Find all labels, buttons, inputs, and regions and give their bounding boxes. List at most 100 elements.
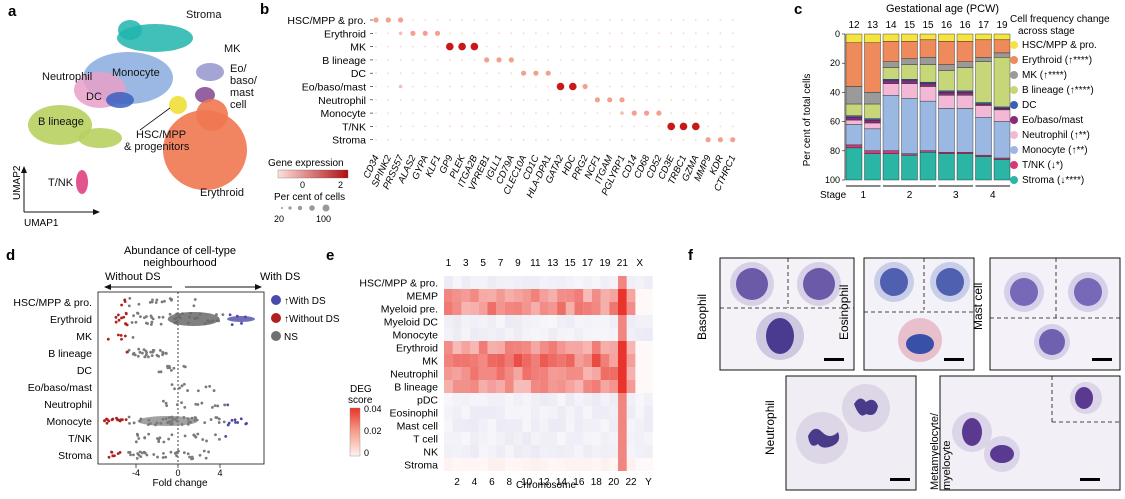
stack-bar-dc-8 [993,106,1011,109]
hm-cell-erythroid-22 [635,341,644,354]
swarm-point-stroma [110,450,113,454]
swarm-row-label-monocyte: Monocyte [46,416,92,428]
swarm-point-t-nk [201,438,205,441]
hm-cell-memp-20 [618,289,627,302]
hm-cell-neutrophil-5 [487,367,497,380]
dot-neutrophil-ncf1 [594,97,600,103]
swarm-row-label-stroma: Stroma [58,450,92,462]
dot-dc-vpreb1 [485,72,488,75]
swarm-point-stroma [204,456,208,460]
hm-cell-hsc-mpp-pro-13 [557,276,566,289]
dot-b-lineage-gata2 [559,59,562,61]
dot-dc-pglyrp1 [621,72,623,75]
swarm-point-erythroid [168,312,172,316]
dot-stroma-itga2b [473,138,476,141]
swarm-point-b-lineage [137,347,141,351]
dot-neutrophil-cd68 [645,98,648,101]
swarm-point-mk [120,337,123,341]
stack-xtick-1: 13 [867,20,879,31]
dot-mk-gypa [424,45,427,48]
dot-mk-cd3e [670,45,673,48]
stack-bar-b-lineage-7 [975,61,992,103]
hm-cell-myeloid-dc-23 [644,315,653,328]
hm-cell-stroma-20 [618,458,627,471]
hm-cell-mast-cell-3 [470,419,479,432]
dot-dc-gzma [694,72,697,75]
stack-bar-t-nk-0 [845,144,863,149]
dot-eo-baso-mast-alas2 [412,85,414,88]
hm-cell-mk-18 [600,354,610,367]
hm-cell-eosinophil-3 [470,406,479,419]
swarm-dense-monocyte [137,416,198,426]
swarm-point-b-lineage [158,349,162,352]
swarm-xtick-2: 4 [217,468,222,478]
hm-cell-monocyte-0 [444,328,453,341]
hm-cell-mast-cell-21 [626,419,636,432]
hm-cell-t-cell-6 [496,432,505,445]
stack-bar-monocyte-3 [901,98,918,154]
dot-b-lineage-itgam [608,59,611,61]
swarm-point-erythroid [142,316,146,320]
hm-cell-stroma-13 [557,458,566,471]
hm-xtop-13: 13 [547,258,559,269]
hm-cell-b-lineage-4 [478,380,488,393]
dot-b-lineage-gypa [424,59,427,61]
swarm-point-monocyte [217,417,221,421]
dot-monocyte-cd3e [670,112,673,114]
hm-cell-myeloid-pre-2 [461,302,471,315]
dot-eo-baso-mast-cd3e [670,85,673,88]
swarm-point-erythroid [144,321,148,325]
dot-dc-gypa [424,72,427,75]
hm-cell-b-lineage-5 [487,380,497,393]
hm-colorbar-tick-0: 0.04 [364,404,382,414]
hm-cell-mk-10 [531,354,540,367]
swarm-point-erythroid [150,315,153,319]
stack-xtick-3: 15 [904,20,916,31]
hm-cell-stroma-22 [635,458,644,471]
hm-cell-b-lineage-23 [644,380,653,393]
stack-legend-swatch-t-nk [1010,161,1018,169]
swarm-point-hsc-mpp-pro [128,297,132,300]
stack-bar-erythroid-5 [938,41,955,65]
dot-hsc-mpp-pro-gzma [694,19,697,21]
dot-monocyte-cd14 [631,110,637,116]
swarm-xlabel: Fold change [152,478,207,489]
hm-cell-neutrophil-20 [618,367,627,380]
umap-arrow-x [93,209,100,215]
dot-erythroid-cd52 [658,32,660,35]
dot-hsc-mpp-pro-igll1 [498,19,500,21]
dot-t-nk-spink2 [387,125,390,128]
hm-xtop-1: 1 [446,258,452,269]
hm-cell-b-lineage-18 [600,380,610,393]
hm-cell-myeloid-pre-0 [444,302,453,315]
dot-dc-gp9 [448,72,451,75]
dot-erythroid-prg2 [584,32,586,35]
dot-stroma-alas2 [412,138,414,141]
panel-b-dotplot: b HSC/MPP & pro. Erythroid MK B lineage DC Eo… [258,0,788,232]
hm-cell-mast-cell-20 [618,419,627,432]
dot-t-nk-kdr [719,125,722,128]
swarm-point-eo-baso-mast [208,384,212,388]
stack-bar-b-lineage-5 [938,70,955,92]
dot-b-lineage-igll1 [496,57,502,63]
dot-stroma-hdc [571,138,574,141]
swarm-point-erythroid [130,321,134,324]
swarm-point-stroma [162,451,165,455]
hm-cell-nk-1 [452,445,462,458]
swarm-point-hsc-mpp-pro [120,303,123,307]
hm-cell-memp-17 [591,289,601,302]
hm-cell-erythroid-6 [496,341,505,354]
hm-cell-t-cell-22 [635,432,645,445]
panel-c-stacked-bar: c Gestational age (PCW) Per cent of tota… [790,0,1125,232]
hm-cell-eosinophil-18 [600,406,610,419]
stack-bar-monocyte-6 [956,108,974,153]
swarm-legend-label-without-ds: ↑Without DS [284,314,340,325]
dot-stroma-gzma [694,138,697,141]
stack-bar-eo-baso-mast-6 [956,92,974,96]
stack-legend-label-erythroid: Erythroid (↑****) [1022,55,1092,66]
micrograph-mast-cell: Mast cell [971,257,1121,371]
hm-cell-myeloid-dc-18 [600,315,610,328]
dot-dc-itga2b [473,72,476,75]
dotplot-expr-legend-title: Gene expression [268,158,344,169]
swarm-point-stroma [175,451,179,454]
